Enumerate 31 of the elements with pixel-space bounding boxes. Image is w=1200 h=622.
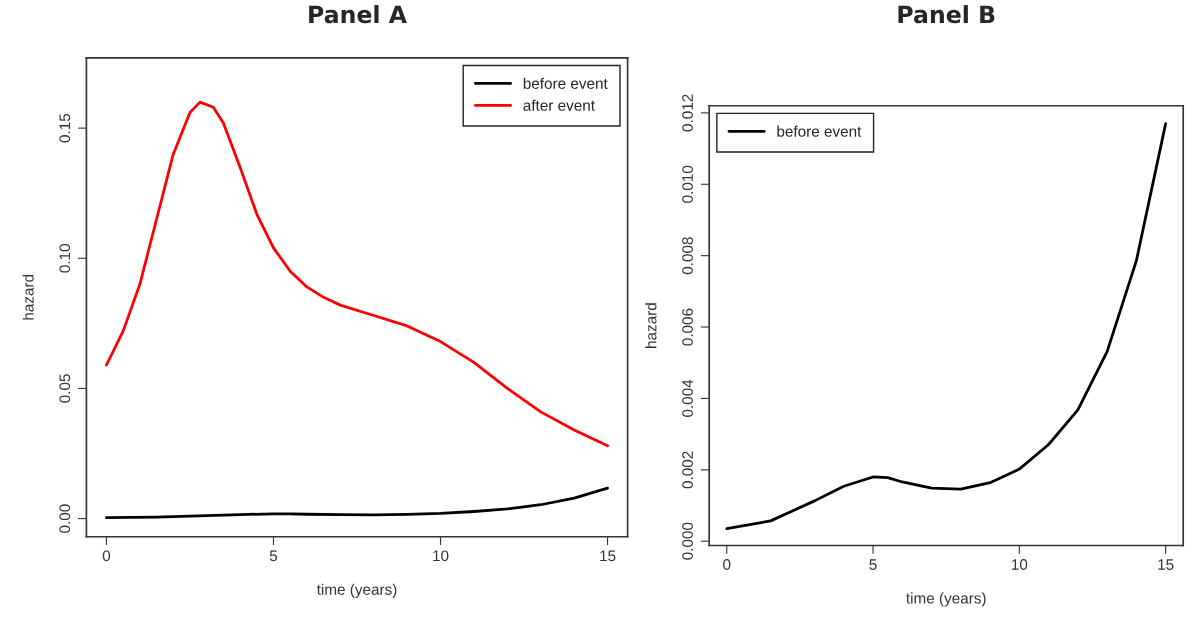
x-tick-label: 15 [1158,559,1174,570]
y-tick-label: 0.008 [682,237,693,275]
y-tick-label: 0.000 [682,522,693,560]
x-tick-label: 5 [269,550,278,562]
y-axis-title: hazard [645,303,657,348]
x-tick-label: 5 [869,559,877,570]
x-tick-label: 0 [102,550,111,562]
legend-label: before event [523,77,608,89]
y-tick-label: 0.10 [59,244,71,273]
legend-label: after event [523,99,595,111]
line-series [105,486,609,520]
x-axis-title: time (years) [906,592,986,607]
y-axis-title: hazard [22,274,34,320]
chart-title: Panel A [309,5,407,24]
x-tick-label: 10 [1012,559,1028,570]
line-series [725,122,1168,531]
y-tick-label: 0.004 [682,379,693,417]
y-tick-label: 0.15 [59,113,71,143]
x-axis-title: time (years) [316,583,397,598]
x-tick-label: 0 [723,559,731,570]
x-tick-label: 15 [600,550,616,562]
x-tick-label: 10 [433,550,449,562]
line-series [105,100,609,448]
chart-title: Panel B [898,5,995,24]
y-tick-label: 0.006 [682,308,693,346]
y-tick-label: 0.010 [682,165,693,203]
y-tick-label: 0.05 [59,374,71,403]
y-tick-label: 0.002 [682,451,693,489]
legend-label: before event [777,125,862,137]
y-tick-label: 0.012 [682,94,693,132]
y-tick-label: 0.00 [59,504,71,533]
